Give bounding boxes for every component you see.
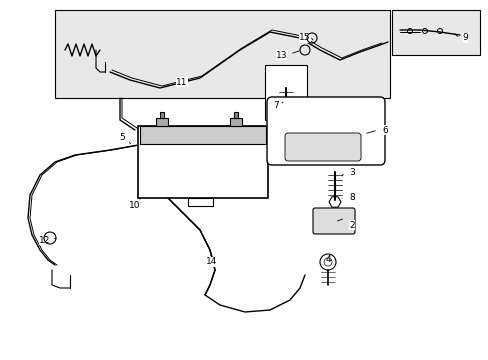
FancyBboxPatch shape	[264, 65, 306, 120]
Text: 12: 12	[39, 235, 51, 244]
Text: 1: 1	[192, 138, 198, 147]
Text: 4: 4	[325, 256, 330, 265]
FancyBboxPatch shape	[312, 208, 354, 234]
FancyBboxPatch shape	[285, 133, 360, 161]
FancyBboxPatch shape	[138, 126, 267, 198]
Text: 9: 9	[461, 33, 467, 42]
Text: 3: 3	[348, 167, 354, 176]
FancyBboxPatch shape	[55, 10, 389, 98]
Bar	[156, 118, 168, 126]
FancyBboxPatch shape	[266, 97, 384, 165]
Bar	[229, 118, 242, 126]
Text: 8: 8	[348, 194, 354, 202]
FancyBboxPatch shape	[391, 10, 479, 55]
Bar	[160, 112, 163, 118]
Bar	[187, 198, 213, 206]
FancyBboxPatch shape	[140, 126, 265, 144]
Text: 10: 10	[129, 201, 141, 210]
Text: 5: 5	[119, 134, 124, 143]
Text: 14: 14	[206, 257, 217, 266]
Text: 11: 11	[176, 77, 187, 86]
Text: 6: 6	[381, 126, 387, 135]
Text: 7: 7	[273, 100, 278, 109]
Bar	[234, 112, 238, 118]
Text: 13: 13	[276, 50, 287, 59]
Text: 15: 15	[299, 33, 310, 42]
Text: 2: 2	[348, 220, 354, 230]
